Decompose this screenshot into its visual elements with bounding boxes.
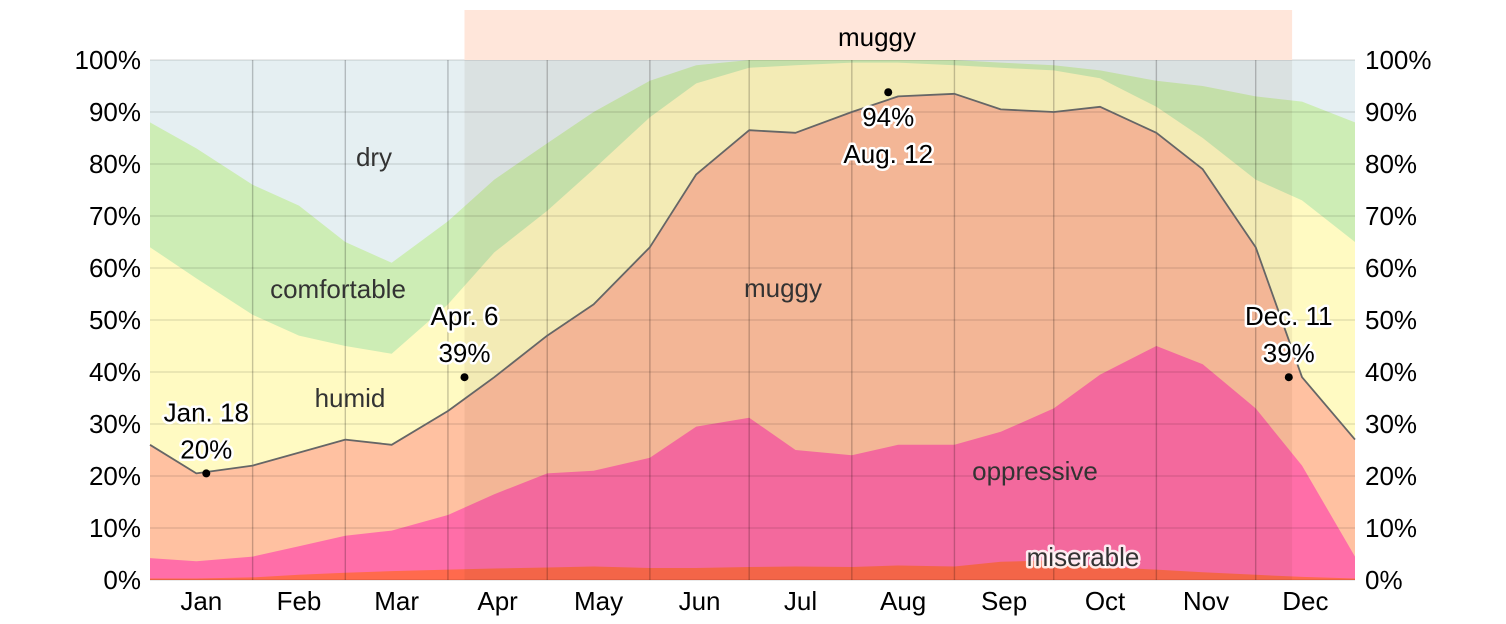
annotation-point xyxy=(1284,373,1293,382)
annotation-label: 39% xyxy=(1263,338,1315,368)
annotation-label: 39% xyxy=(438,338,490,368)
x-tick: Jul xyxy=(784,586,817,616)
y-tick-right: 10% xyxy=(1365,513,1417,543)
y-tick-left: 100% xyxy=(75,45,142,75)
y-tick-right: 70% xyxy=(1365,201,1417,231)
muggy-period-band xyxy=(464,10,1293,580)
x-tick: Aug xyxy=(880,586,926,616)
annotation-label: Aug. 12 xyxy=(843,139,933,169)
y-tick-right: 30% xyxy=(1365,409,1417,439)
y-tick-left: 70% xyxy=(89,201,141,231)
region-label-humid: humid xyxy=(315,383,386,413)
area-oppressive xyxy=(150,346,1355,580)
annotation-label: 94% xyxy=(862,102,914,132)
y-tick-left: 60% xyxy=(89,253,141,283)
x-tick: May xyxy=(574,586,623,616)
y-tick-right: 20% xyxy=(1365,461,1417,491)
y-tick-left: 20% xyxy=(89,461,141,491)
y-tick-left: 90% xyxy=(89,97,141,127)
muggy-period-header xyxy=(464,10,1293,60)
region-label-oppressive: oppressive xyxy=(972,456,1098,486)
x-tick: Nov xyxy=(1183,586,1229,616)
region-label-miserable: miserable xyxy=(1027,542,1140,572)
axes: 0% 0% 10% 10% 20% 20% 30% 30% 40% 40% 50% 50% 60% 60%… xyxy=(75,45,1432,616)
x-tick: Feb xyxy=(277,586,322,616)
x-tick: Sep xyxy=(981,586,1027,616)
x-tick: Mar xyxy=(374,586,419,616)
x-tick: Jun xyxy=(679,586,721,616)
x-tick: Oct xyxy=(1085,586,1126,616)
annotation-label: Apr. 6 xyxy=(431,301,499,331)
annotation-point xyxy=(884,88,893,97)
annotation-label: Jan. 18 xyxy=(164,397,249,427)
y-tick-right: 50% xyxy=(1365,305,1417,335)
muggy-period-shade xyxy=(464,60,1293,580)
x-tick: Apr xyxy=(477,586,518,616)
annotation-point xyxy=(460,373,469,382)
grid-lines xyxy=(150,59,1355,581)
y-tick-left: 0% xyxy=(103,565,141,595)
y-tick-right: 100% xyxy=(1365,45,1432,75)
region-label-dry: dry xyxy=(356,142,392,172)
muggy-period-label: muggy xyxy=(838,22,916,52)
annotation-point xyxy=(202,469,211,478)
y-tick-left: 10% xyxy=(89,513,141,543)
annotations: Jan. 18 20% Apr. 6 39% 94% Aug. 12 Dec. 11 39% xyxy=(161,88,1335,478)
y-tick-right: 60% xyxy=(1365,253,1417,283)
y-tick-left: 80% xyxy=(89,149,141,179)
y-tick-left: 40% xyxy=(89,357,141,387)
region-label-comfortable: comfortable xyxy=(270,274,406,304)
y-tick-right: 90% xyxy=(1365,97,1417,127)
annotation-label: 20% xyxy=(180,434,232,464)
region-label-muggy: muggy xyxy=(744,273,822,303)
region-labels: dry comfortable humid muggy oppressive m… xyxy=(270,22,1142,575)
y-tick-right: 80% xyxy=(1365,149,1417,179)
muggy-line-path xyxy=(149,92,1356,475)
area-miserable xyxy=(150,560,1355,580)
y-tick-right: 40% xyxy=(1365,357,1417,387)
y-tick-left: 50% xyxy=(89,305,141,335)
x-tick: Jan xyxy=(180,586,222,616)
muggy-line xyxy=(149,92,1356,475)
x-tick: Dec xyxy=(1282,586,1328,616)
y-tick-left: 30% xyxy=(89,409,141,439)
comfort-areas xyxy=(150,60,1355,581)
y-tick-right: 0% xyxy=(1365,565,1403,595)
annotation-label: Dec. 11 xyxy=(1245,301,1333,331)
